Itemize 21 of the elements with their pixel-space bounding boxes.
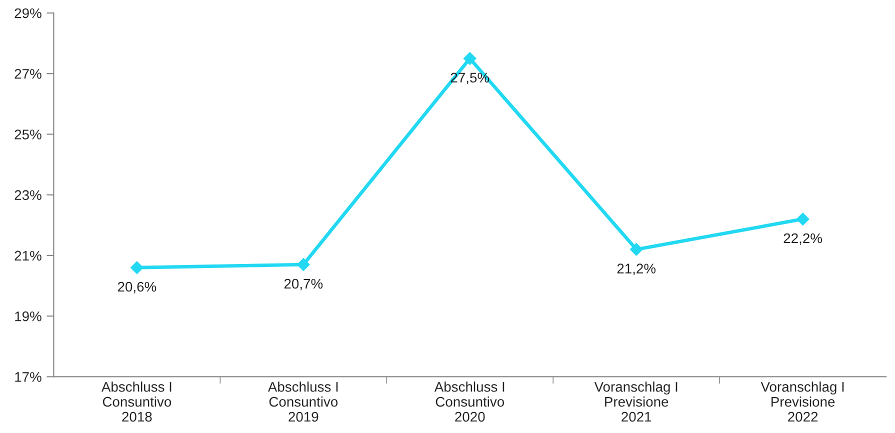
- x-tick-label: Voranschlag I Previsione 2021: [594, 382, 678, 422]
- x-tick-label: Abschluss I Consuntivo 2020: [434, 382, 504, 422]
- x-tick-label: Abschluss I Consuntivo 2018: [101, 382, 172, 422]
- point: [130, 261, 144, 274]
- y-tick-label: 17%: [15, 372, 42, 382]
- point: [796, 212, 810, 226]
- data-label: 21,2%: [617, 264, 656, 276]
- y-tick-label: 25%: [14, 130, 42, 140]
- x-tick-label: Voranschlag I Previsione 2022: [760, 382, 844, 422]
- data-label: 22,2%: [784, 233, 822, 245]
- data-label: 20,6%: [118, 282, 156, 294]
- point: [296, 258, 310, 271]
- point: [463, 52, 476, 65]
- y-tick-label: 23%: [14, 190, 42, 200]
- y-tick-label: 29%: [14, 8, 42, 18]
- data-label: 20,7%: [284, 278, 323, 290]
- y-tick-label: 27%: [14, 68, 42, 79]
- point: [630, 242, 643, 256]
- y-tick-label: 21%: [14, 250, 42, 261]
- y-tick-label: 19%: [15, 311, 42, 322]
- x-tick-label: Abschluss I Consuntivo 2019: [268, 382, 338, 422]
